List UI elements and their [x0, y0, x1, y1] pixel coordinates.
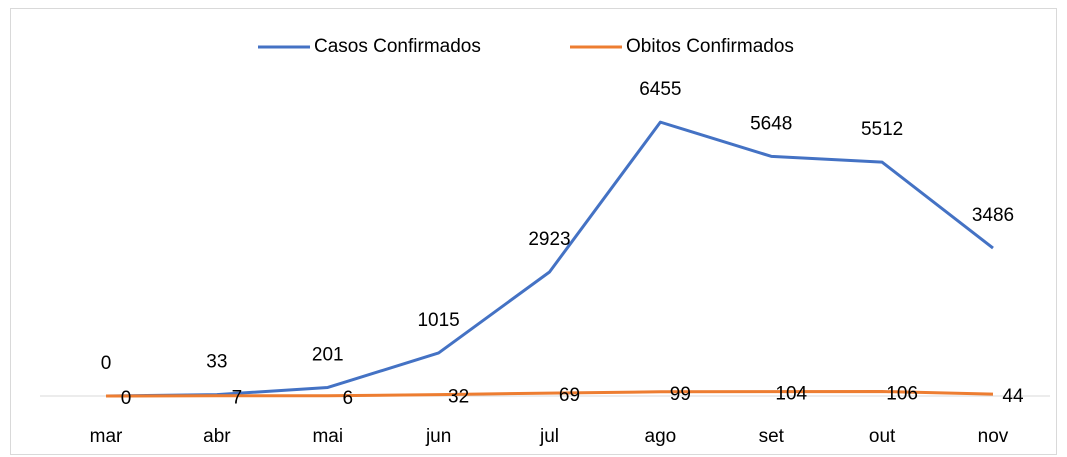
data-label: 106	[886, 384, 918, 405]
data-label: 5648	[750, 113, 792, 134]
x-tick-label: mai	[312, 426, 343, 447]
series-line	[105, 390, 994, 398]
data-label: 44	[1002, 386, 1024, 407]
x-tick-label: jul	[539, 426, 559, 447]
chart-border	[10, 8, 1057, 455]
x-tick-label: abr	[203, 426, 231, 447]
data-label: 33	[206, 352, 227, 373]
data-label: 6	[342, 388, 353, 409]
data-label: 3486	[972, 205, 1014, 226]
x-tick-label: mar	[90, 426, 123, 447]
data-label: 201	[312, 344, 344, 365]
data-label: 99	[670, 384, 691, 405]
data-label: 7	[232, 388, 243, 409]
x-tick-label: ago	[645, 426, 677, 447]
series-line	[105, 120, 994, 398]
legend-label: Casos Confirmados	[314, 36, 481, 57]
data-label: 0	[101, 353, 112, 374]
data-label: 5512	[861, 119, 903, 140]
data-label: 1015	[417, 310, 459, 331]
data-label: 69	[559, 385, 580, 406]
x-tick-label: nov	[978, 426, 1009, 447]
data-label: 104	[775, 384, 807, 405]
x-tick-label: out	[869, 426, 896, 447]
data-label: 32	[448, 387, 469, 408]
data-label: 0	[121, 388, 132, 409]
x-tick-label: jun	[425, 426, 451, 447]
data-label: 6455	[639, 79, 681, 100]
x-tick-label: set	[759, 426, 785, 447]
legend-label: Obitos Confirmados	[626, 36, 794, 57]
data-label: 2923	[528, 229, 570, 250]
